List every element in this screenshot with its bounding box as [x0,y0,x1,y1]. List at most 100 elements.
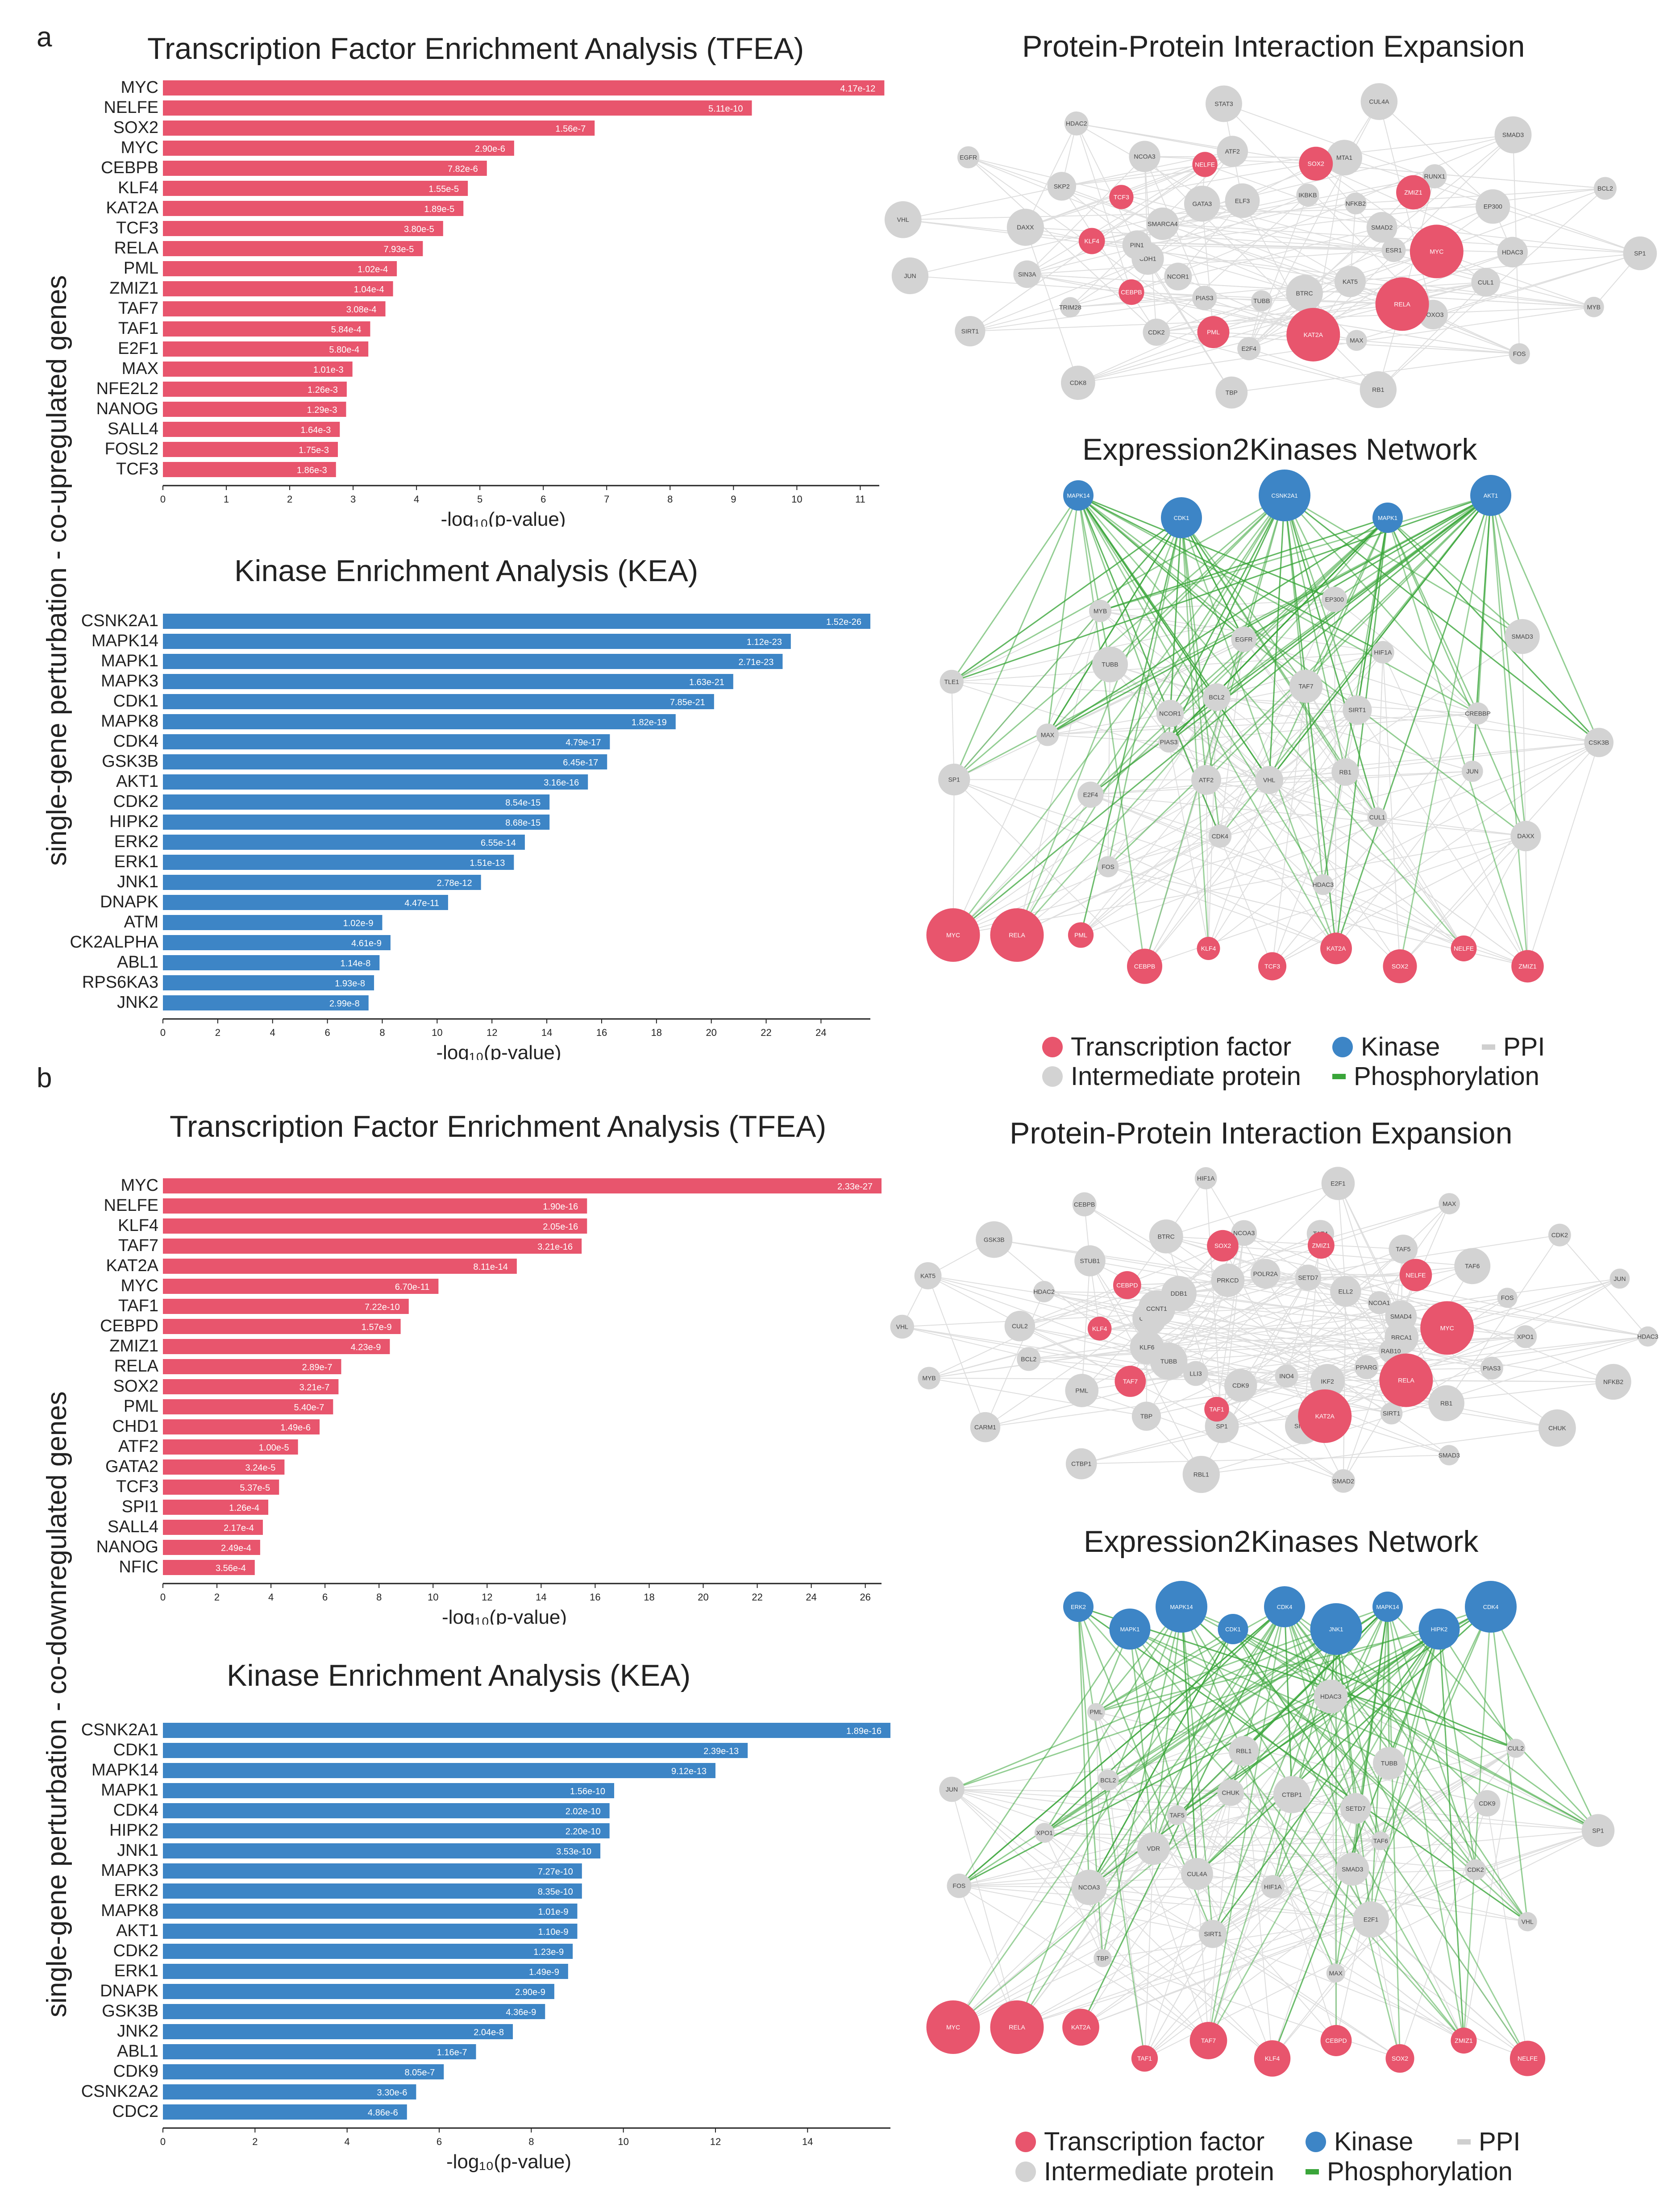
x-tick-label: 0 [160,2136,166,2147]
phosphorylation-edge [951,495,1491,682]
tf-node [990,2000,1044,2054]
intermediate-node [1250,1259,1281,1289]
node-label: SIN3A [1018,270,1036,278]
bar [163,261,397,276]
bar [163,2064,444,2079]
node-label: RB1 [1372,386,1384,393]
bar [163,2104,407,2120]
ppi-edge [1306,686,1378,818]
ppi-edge [959,1885,1090,1888]
phosphorylation-edge [1129,1629,1198,1875]
phosphorylation-edge [1169,495,1285,714]
intermediate-node [1330,1276,1361,1307]
category-label: GATA2 [105,1457,158,1476]
x-tick-label: 16 [590,1592,600,1603]
ppi-edge [929,1277,1309,1379]
bar [163,875,481,890]
node-label: NCOA3 [1134,153,1155,160]
node-label: XPO1 [1036,1829,1053,1836]
ppi-edge [1357,710,1528,967]
intermediate-node [1034,1823,1055,1843]
kinase-node [1372,503,1403,533]
phosphorylation-edge [1243,495,1491,640]
bar-value-label: 1.55e-5 [428,184,459,194]
bar [163,121,595,136]
ppi-edge [1399,836,1526,967]
ppi-edge [1334,599,1478,714]
ppi-edge [1153,1840,1381,1849]
phosphorylation-edge [1078,495,1306,687]
phosphorylation-edge [1439,1629,1476,1870]
node-label: SMAD4 [1390,1313,1412,1320]
node-label: MYB [1587,303,1601,311]
category-label: ABL1 [117,2042,158,2061]
intermediate-node [1352,1901,1389,1938]
ppi-edge [1322,884,1528,967]
ppi-edge [951,682,955,780]
node-label: PML [1090,1709,1102,1716]
node-label: SETD7 [1298,1274,1318,1281]
node-label: CEBPD [1116,1281,1138,1289]
ppi-edge [1017,1868,1353,2028]
category-label: CEBPD [100,1317,158,1335]
phosphorylation-edge [1463,1606,1492,2041]
intermediate-node [1182,1455,1220,1493]
bar-value-label: 1.49e-9 [529,1967,559,1977]
x-tick-label: 6 [322,1592,328,1603]
node-label: RB1 [1339,769,1351,776]
tf-node [1420,1301,1474,1355]
node-label: FOS [1513,350,1526,358]
intermediate-node [1275,1364,1298,1388]
node-label: GATA3 [1192,200,1212,207]
tf-node [1087,1316,1112,1341]
intermediate-node [1331,758,1360,786]
category-label: MYC [121,1176,158,1195]
category-label: SOX2 [113,1377,158,1396]
node-label: TBP [1226,389,1238,396]
ppi-edge [1090,794,1464,949]
ppi-edge [1527,742,1600,967]
ppi-edge [1331,1696,1598,1831]
category-label: ERK2 [114,1881,158,1900]
phosphorylation-edge [1077,495,1464,949]
bar [163,201,464,216]
node-label: DDB1 [1171,1290,1188,1297]
node-label: TUBB [1102,661,1118,668]
intermediate-node [1013,260,1041,288]
category-label: KLF4 [118,1216,158,1235]
phosphorylation-edge [1472,495,1492,772]
phosphorylation-edge [1016,517,1182,935]
bar-value-label: 2.90e-9 [515,1987,545,1997]
bar-value-label: 1.57e-9 [362,1322,392,1332]
bar [163,855,514,870]
legend-ppi-b: PPI [1457,2127,1521,2157]
ppi-edge [952,1789,1528,1922]
category-label: KLF4 [118,179,158,197]
ppi-edge [1201,1427,1558,1475]
node-label: GSK3B [984,1236,1005,1243]
x-tick-label: 4 [270,1027,275,1038]
node-label: CDK2 [1467,1866,1484,1873]
bar-value-label: 3.56e-4 [216,1563,246,1573]
node-label: HDAC2 [1033,1288,1055,1295]
node-label: PIAS3 [1196,295,1214,302]
ppi-edge [1492,1336,1648,1369]
tf-node [926,2000,980,2054]
tf-node [1109,185,1134,209]
tf-node [1375,277,1429,331]
phosphorylation-edge [1129,1629,1154,1849]
tf-node [1286,308,1340,362]
node-label: HIF1A [1374,649,1392,656]
category-label: HIPK2 [109,812,158,831]
bar [163,382,347,397]
ppi-edge [1090,794,1526,837]
intermediate-node [1194,1167,1217,1189]
node-label: MAPK14 [1067,492,1090,499]
bar-value-label: 4.36e-9 [506,2008,536,2017]
node-label: BTRC [1158,1233,1175,1240]
intermediate-node [1228,1736,1259,1767]
tf-node [1320,2025,1352,2056]
bar [163,794,550,810]
category-label: JNK1 [117,873,158,891]
phosphorylation-edge [1077,1606,1464,2041]
